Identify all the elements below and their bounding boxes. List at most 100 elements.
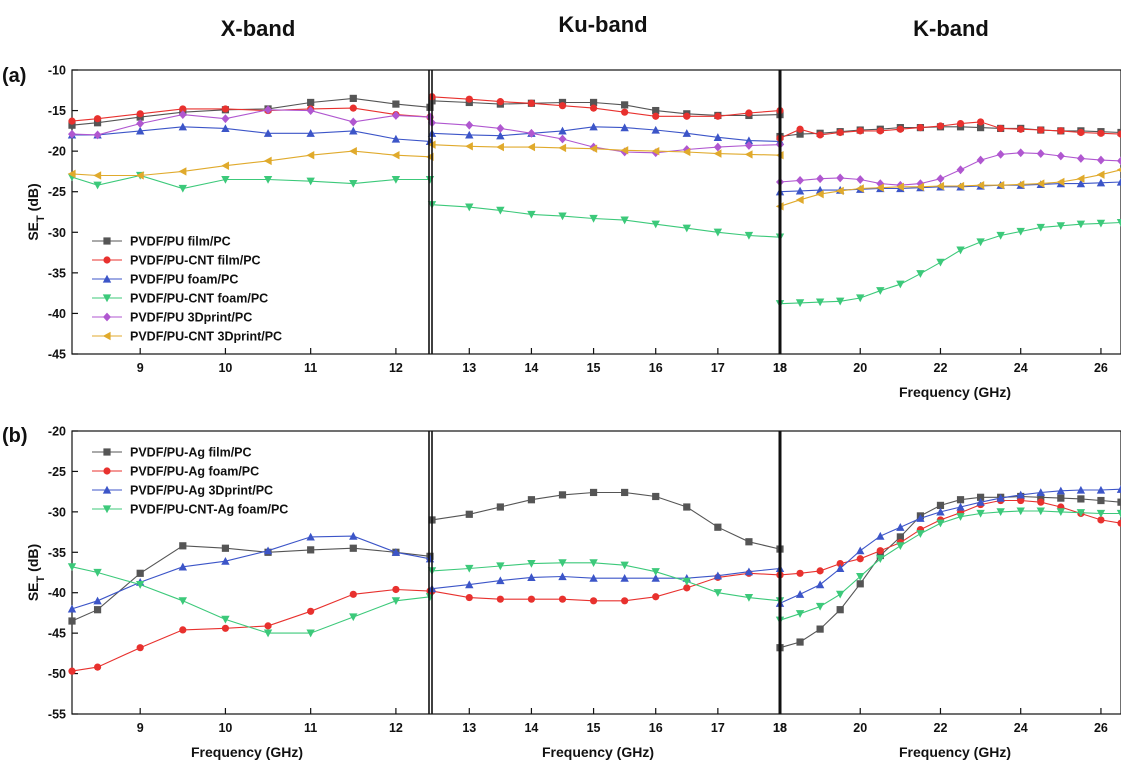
data-point <box>896 280 905 289</box>
x-tick-label: 10 <box>218 721 232 735</box>
data-point <box>816 567 824 575</box>
data-point <box>136 644 144 652</box>
data-point <box>713 228 723 237</box>
x-tick-label: 16 <box>649 721 663 735</box>
data-point <box>916 530 925 538</box>
x-tick-label: 24 <box>1014 361 1028 375</box>
data-point <box>956 181 965 191</box>
data-point <box>856 127 864 135</box>
data-point <box>1076 154 1085 163</box>
data-point <box>1016 180 1025 189</box>
data-point <box>996 231 1005 240</box>
data-point <box>652 106 660 115</box>
data-point <box>815 580 825 589</box>
data-point <box>1057 494 1065 502</box>
y-tick-label: -20 <box>48 145 66 159</box>
data-point <box>744 567 754 576</box>
legend-item: PVDF/PU-Ag foam/PC <box>92 465 259 479</box>
data-point <box>996 149 1005 159</box>
data-point <box>795 195 804 205</box>
plot-frame <box>71 69 1121 355</box>
series-line-4 <box>431 204 781 238</box>
data-point <box>589 98 598 107</box>
data-point <box>263 175 273 184</box>
data-point <box>496 503 504 511</box>
data-point <box>527 99 536 107</box>
data-point <box>589 122 598 131</box>
data-point <box>936 519 945 528</box>
data-point <box>1056 177 1065 187</box>
data-point <box>936 181 945 191</box>
data-point <box>1056 222 1066 230</box>
legend-label: PVDF/PU-Ag 3Dprint/PC <box>130 484 273 498</box>
data-point <box>744 136 754 145</box>
data-point <box>956 246 965 255</box>
x-axis-title: Frequency (GHz) <box>899 384 1011 400</box>
x-tick-label: 18 <box>773 721 787 735</box>
legend-marker <box>103 448 111 456</box>
data-point <box>306 129 315 137</box>
data-point <box>1037 498 1045 506</box>
series-line-4 <box>71 566 431 634</box>
data-point <box>349 544 357 552</box>
data-point <box>815 298 825 307</box>
data-point <box>836 173 845 183</box>
series-line-3 <box>72 126 431 142</box>
data-point <box>1016 148 1025 158</box>
data-point <box>307 607 315 615</box>
data-point <box>178 562 188 571</box>
data-point <box>1097 516 1105 524</box>
panel-label-b: (b) <box>2 425 28 447</box>
legend-item: PVDF/PU-CNT film/PC <box>92 254 261 268</box>
legend-label: PVDF/PU-CNT foam/PC <box>130 292 268 306</box>
data-point <box>307 546 315 554</box>
data-point <box>558 143 567 153</box>
data-point <box>621 597 629 605</box>
y-tick-label: -45 <box>48 348 66 362</box>
data-point <box>856 184 864 193</box>
data-point <box>527 142 536 152</box>
x-tick-label: 16 <box>649 361 663 375</box>
data-point <box>178 110 187 120</box>
legend-label: PVDF/PU-CNT film/PC <box>130 254 261 268</box>
data-point <box>956 513 965 521</box>
data-point <box>496 562 505 571</box>
x-tick-label: 15 <box>587 361 601 375</box>
data-point <box>835 297 845 306</box>
data-point <box>221 624 230 632</box>
data-point <box>976 118 985 126</box>
x-axis-title: Frequency (GHz) <box>899 744 1011 760</box>
data-point <box>996 181 1005 190</box>
data-point <box>1117 498 1121 506</box>
y-tick-label: -15 <box>48 104 66 118</box>
legend-marker <box>102 274 112 283</box>
data-point <box>713 142 722 152</box>
data-point <box>558 559 567 567</box>
data-point <box>178 597 188 605</box>
data-point <box>135 126 145 135</box>
data-point <box>68 617 76 625</box>
data-point <box>896 125 904 133</box>
data-point <box>68 667 76 675</box>
data-point <box>976 155 985 165</box>
series-line-6 <box>71 150 431 177</box>
data-point <box>589 573 598 582</box>
series-line-4 <box>71 174 430 190</box>
data-point <box>136 119 145 128</box>
data-point <box>856 175 865 184</box>
data-point <box>465 564 474 573</box>
data-point <box>816 625 824 633</box>
data-point <box>796 125 804 133</box>
data-point <box>264 105 273 115</box>
series-line-2 <box>71 588 431 672</box>
y-tick-label: -55 <box>48 708 66 722</box>
x-tick-label: 20 <box>853 721 867 735</box>
data-point <box>465 130 474 139</box>
data-point <box>996 493 1005 502</box>
series-line-1 <box>71 545 431 622</box>
data-point <box>1096 178 1106 187</box>
data-point <box>1117 156 1121 166</box>
data-point <box>621 488 629 497</box>
data-point <box>1097 129 1105 137</box>
data-point <box>1097 496 1105 505</box>
